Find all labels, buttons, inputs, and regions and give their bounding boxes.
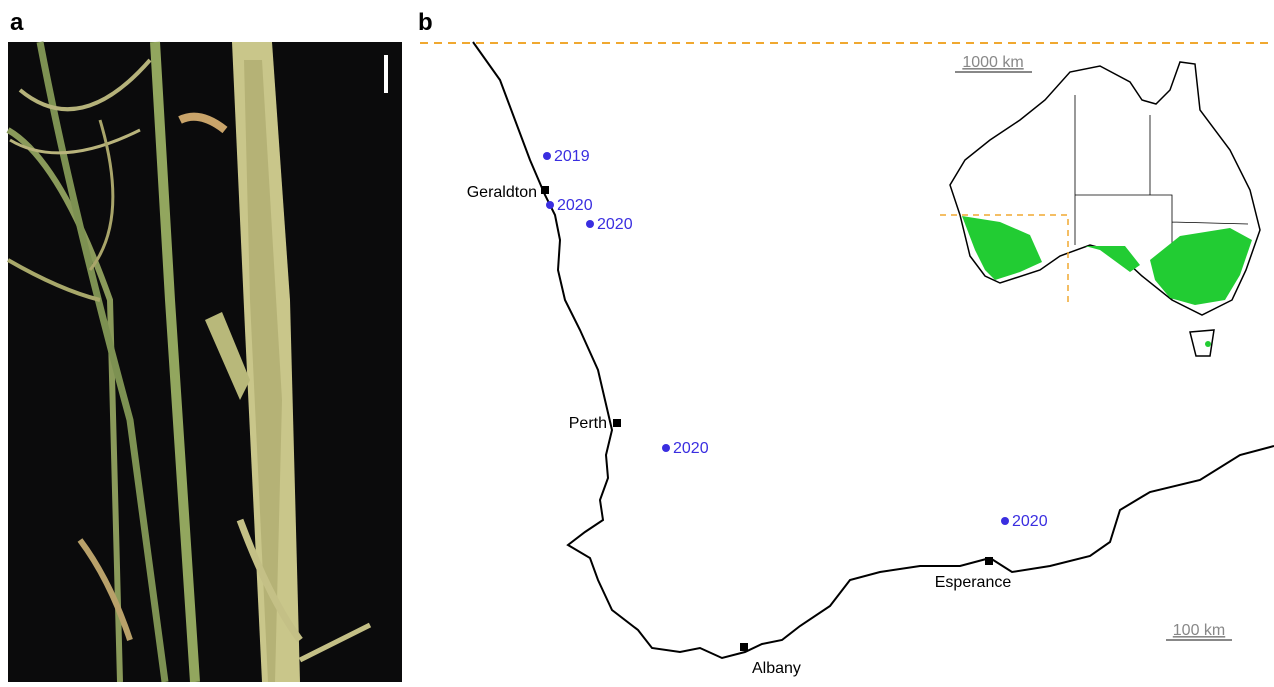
site-label: 2020 <box>597 216 633 233</box>
site-marker <box>586 220 594 228</box>
town-marker <box>740 643 748 651</box>
scale-label: 1000 km <box>962 54 1023 71</box>
site-marker <box>543 152 551 160</box>
town-label: Perth <box>569 415 607 432</box>
town-marker <box>985 557 993 565</box>
panel-label: a <box>10 9 24 36</box>
scale-label: 100 km <box>1173 622 1225 639</box>
site-label: 2020 <box>557 197 593 214</box>
town-label: Geraldton <box>467 184 537 201</box>
town-marker <box>613 419 621 427</box>
figure: a b 1000 km 100 km GeraldtonPerthEspe <box>0 0 1274 682</box>
inset <box>940 62 1260 356</box>
town-label: Albany <box>752 660 801 677</box>
places: GeraldtonPerthEsperanceAlbany20192020202… <box>467 148 1048 677</box>
photo <box>8 42 402 682</box>
site-marker <box>1001 517 1009 525</box>
site-label: 2019 <box>554 148 590 165</box>
site-marker <box>546 201 554 209</box>
town-marker <box>541 186 549 194</box>
town-label: Esperance <box>935 574 1012 591</box>
site-marker <box>662 444 670 452</box>
panel-label: b <box>418 9 433 36</box>
site-label: 2020 <box>673 440 709 457</box>
coastline <box>473 42 1274 658</box>
site-label: 2020 <box>1012 513 1048 530</box>
